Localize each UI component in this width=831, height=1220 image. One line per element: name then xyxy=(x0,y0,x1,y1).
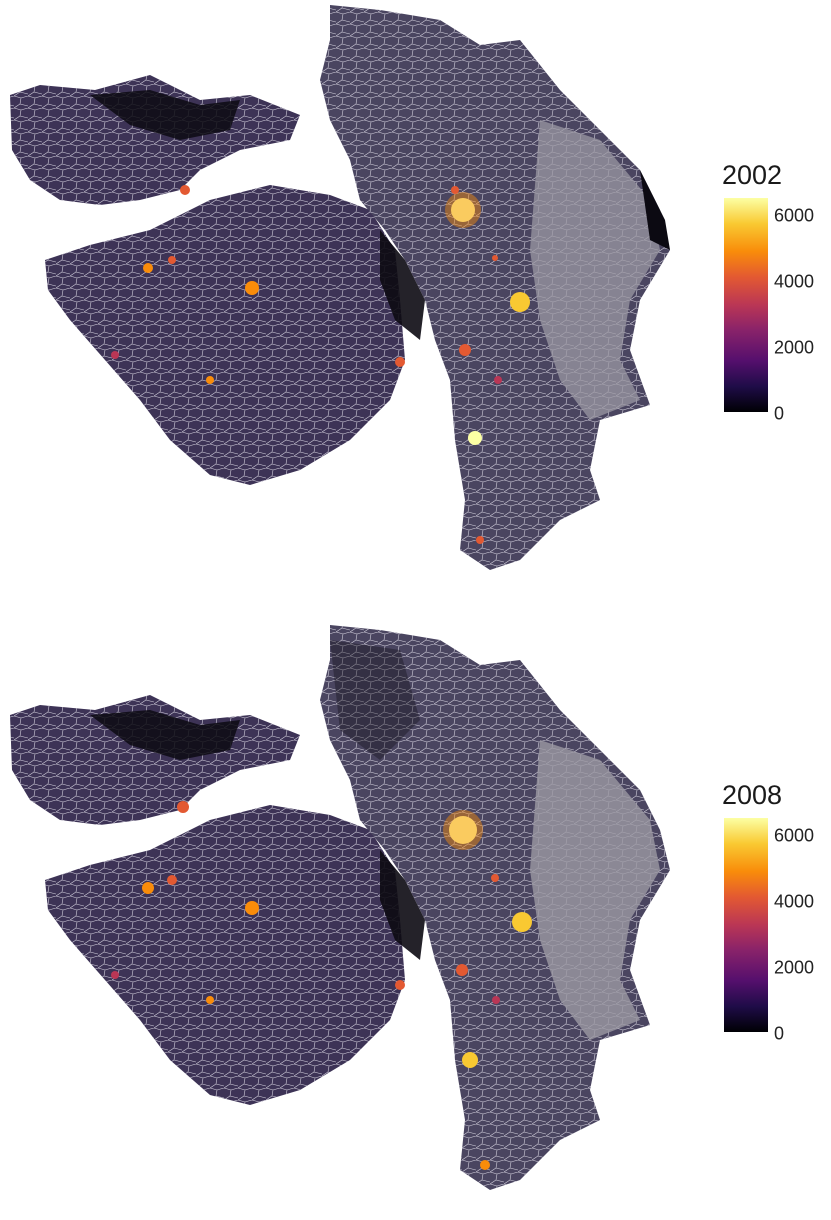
dark-region xyxy=(640,170,670,250)
hotspot xyxy=(476,536,484,544)
hotspot xyxy=(512,912,532,932)
hotspot xyxy=(456,964,468,976)
legend-tick: 4000 xyxy=(774,271,815,292)
hotspot xyxy=(395,357,405,367)
hotspot xyxy=(443,810,483,850)
legend-tick: 2000 xyxy=(774,337,815,358)
hotspot xyxy=(177,801,189,813)
hotspot xyxy=(167,875,177,885)
hotspot xyxy=(459,344,471,356)
dark-region xyxy=(380,230,425,340)
hotspot xyxy=(168,256,176,264)
map-panel-2008: 2008 6000 4000 2000 0 xyxy=(0,620,831,1220)
hotspot xyxy=(206,996,214,1004)
hotspot xyxy=(451,198,475,222)
hotspot xyxy=(445,192,481,228)
dark-region xyxy=(90,710,240,760)
hotspot xyxy=(510,292,530,312)
hotspot xyxy=(492,255,498,261)
hotspot xyxy=(480,1160,490,1170)
hotspot xyxy=(245,901,259,915)
hotspot xyxy=(492,996,500,1004)
dark-region xyxy=(380,850,425,960)
hotspot xyxy=(206,376,214,384)
legend-tick: 6000 xyxy=(774,825,815,846)
map-panel-2002: 2002 6000 4000 2000 0 xyxy=(0,0,831,600)
hotspot xyxy=(180,185,190,195)
legend-2002: 2002 6000 4000 2000 0 xyxy=(722,160,831,424)
region-eastern-belt xyxy=(530,120,660,420)
hotspot xyxy=(462,1052,478,1068)
choropleth-map-2002 xyxy=(10,5,670,570)
hotspot xyxy=(468,431,482,445)
hotspot xyxy=(142,882,154,894)
legend-tick: 4000 xyxy=(774,891,815,912)
hotspot xyxy=(245,281,259,295)
legend-colorbar xyxy=(724,198,768,412)
choropleth-map-2008 xyxy=(10,625,670,1190)
legend-tick: 2000 xyxy=(774,957,815,978)
legend-2008: 2008 6000 4000 2000 0 xyxy=(722,780,831,1044)
legend-tick: 0 xyxy=(774,1023,785,1044)
dark-region xyxy=(90,90,240,140)
legend-title: 2008 xyxy=(722,780,783,810)
hotspot xyxy=(111,971,119,979)
dark-region xyxy=(330,640,420,760)
hotspot xyxy=(451,186,459,194)
hotspot xyxy=(449,816,477,844)
region-eastern-belt xyxy=(530,740,660,1040)
hotspot xyxy=(494,376,502,384)
hotspot xyxy=(111,351,119,359)
hotspot xyxy=(395,980,405,990)
legend-colorbar xyxy=(724,818,768,1032)
hotspot xyxy=(143,263,153,273)
legend-tick: 0 xyxy=(774,403,785,424)
hotspot xyxy=(491,874,499,882)
legend-tick: 6000 xyxy=(774,205,815,226)
legend-title: 2002 xyxy=(722,160,783,190)
